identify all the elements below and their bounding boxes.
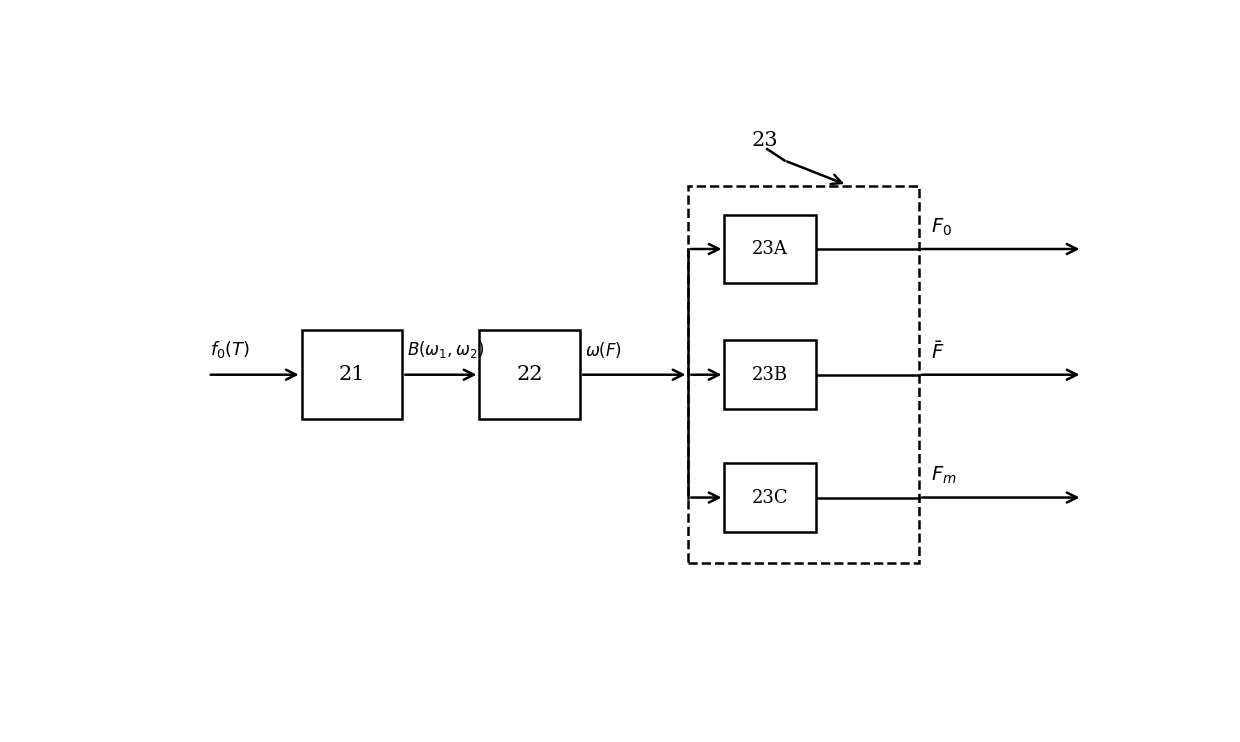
FancyBboxPatch shape — [724, 463, 816, 532]
Text: 23C: 23C — [751, 488, 789, 507]
Text: $f_0(T)$: $f_0(T)$ — [210, 339, 250, 361]
Text: 23B: 23B — [751, 366, 789, 384]
FancyBboxPatch shape — [301, 330, 403, 419]
FancyBboxPatch shape — [724, 214, 816, 283]
FancyBboxPatch shape — [724, 341, 816, 409]
Text: 23A: 23A — [753, 240, 787, 258]
Text: 21: 21 — [339, 365, 366, 384]
Text: $F_m$: $F_m$ — [930, 464, 956, 486]
Text: $B(\omega_1,\omega_2)$: $B(\omega_1,\omega_2)$ — [407, 339, 485, 361]
FancyBboxPatch shape — [480, 330, 580, 419]
Text: $F_0$: $F_0$ — [930, 216, 951, 237]
Text: $\omega(F)$: $\omega(F)$ — [585, 341, 622, 361]
Text: $\bar{F}$: $\bar{F}$ — [930, 341, 944, 364]
Text: 22: 22 — [517, 365, 543, 384]
Text: 23: 23 — [751, 131, 779, 150]
